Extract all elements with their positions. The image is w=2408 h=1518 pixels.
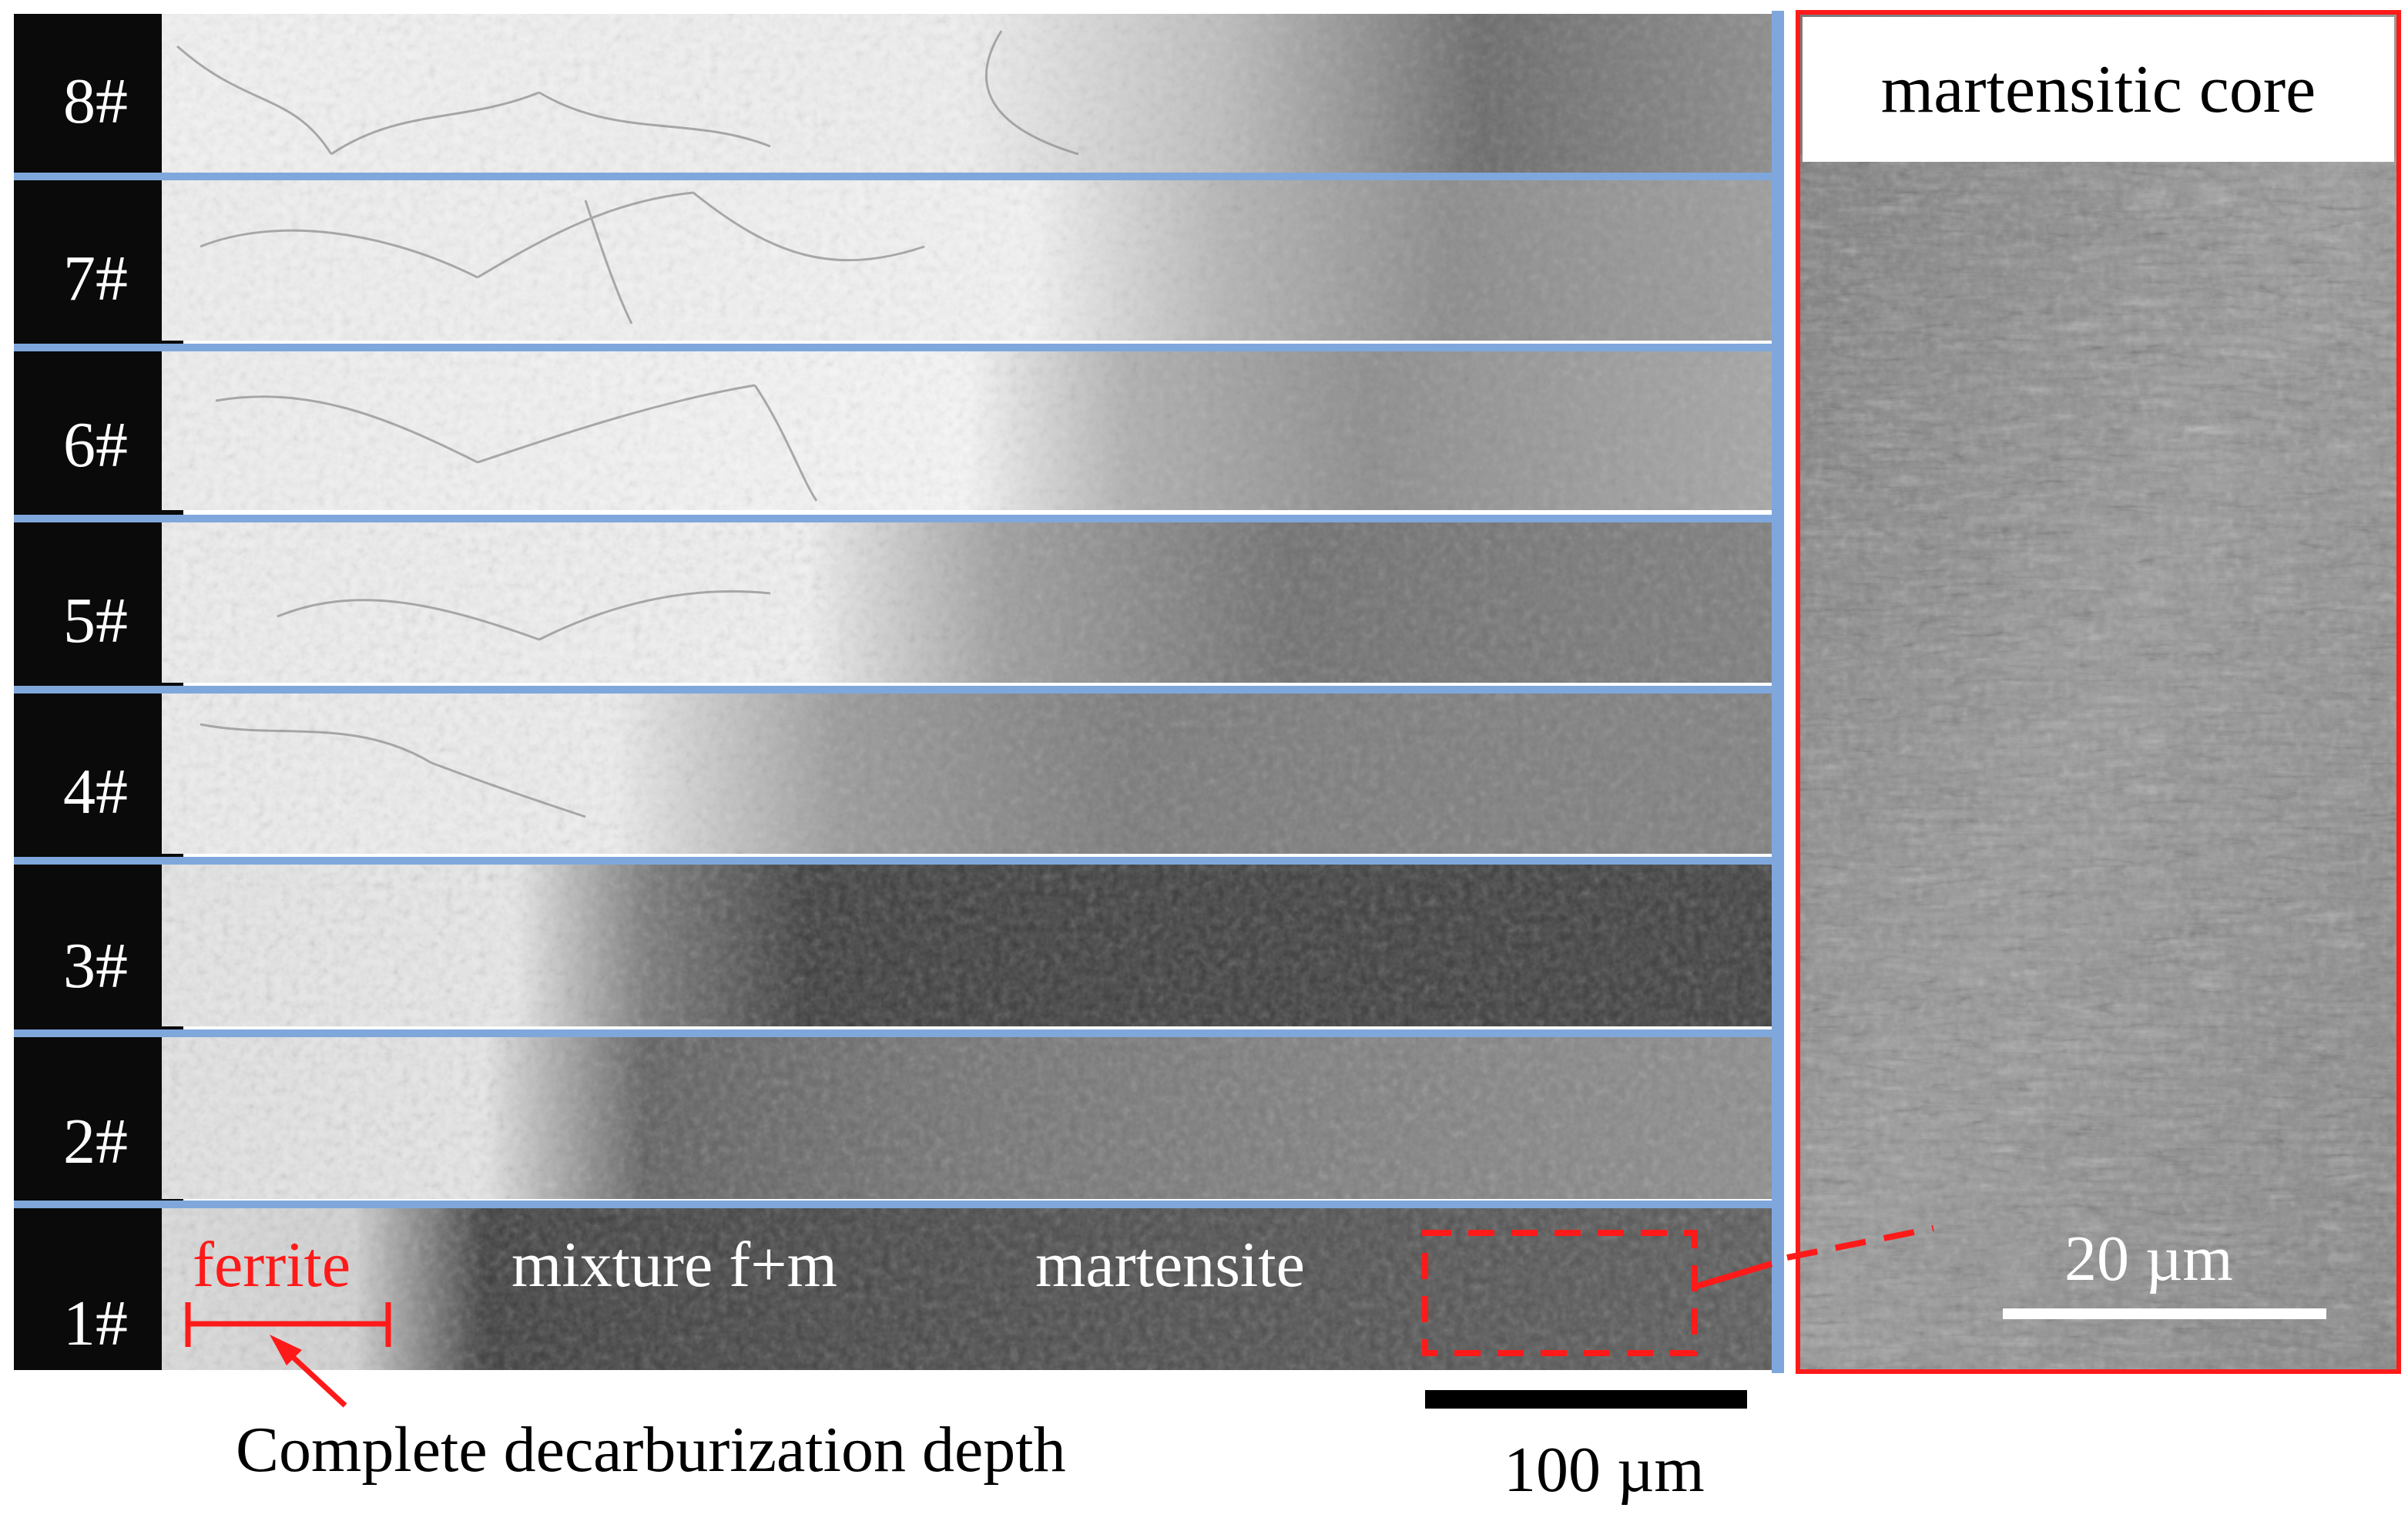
- strip-8: [162, 14, 1772, 174]
- strip-4: [162, 690, 1772, 854]
- strip-7: [162, 179, 1772, 341]
- zoom-connector-solid: [1693, 1261, 1773, 1290]
- martensite-label: martensite: [1035, 1229, 1305, 1301]
- decarburization-caption: Complete decarburization depth: [236, 1414, 1066, 1486]
- strip-dividers: [14, 11, 1784, 1373]
- strip-label-2: 2#: [63, 1106, 128, 1177]
- strip-label-4: 4#: [63, 756, 128, 828]
- inset-scale-label: 20 µm: [2064, 1223, 2233, 1295]
- strip-1: [162, 1207, 1772, 1370]
- main-scale-label: 100 µm: [1504, 1434, 1705, 1506]
- main-scale-bar: [1425, 1390, 1747, 1409]
- strip-5: [162, 521, 1772, 683]
- inset-scale-bar: [2003, 1308, 2326, 1319]
- ferrite-label: ferrite: [193, 1229, 351, 1301]
- strip-label-3: 3#: [63, 930, 128, 1002]
- strip-label-7: 7#: [63, 243, 128, 314]
- mixture-label: mixture f+m: [511, 1229, 837, 1301]
- strip-3: [162, 863, 1772, 1026]
- zoom-connector-dashed: [1786, 1225, 1934, 1261]
- strip-label-8: 8#: [63, 65, 128, 137]
- zoom-region-box: [1422, 1230, 1698, 1356]
- core-inset-border: [1796, 10, 2401, 1374]
- core-title: martensitic core: [1803, 17, 2394, 162]
- grain-boundaries: [176, 30, 1079, 818]
- strip-label-6: 6#: [63, 409, 128, 481]
- strip-2: [162, 1036, 1772, 1199]
- strip-label-1: 1#: [63, 1288, 128, 1359]
- core-inset: [1796, 10, 2401, 1374]
- strip-6: [162, 348, 1772, 510]
- strip-label-5: 5#: [63, 585, 128, 657]
- depth-bracket: [185, 1302, 391, 1408]
